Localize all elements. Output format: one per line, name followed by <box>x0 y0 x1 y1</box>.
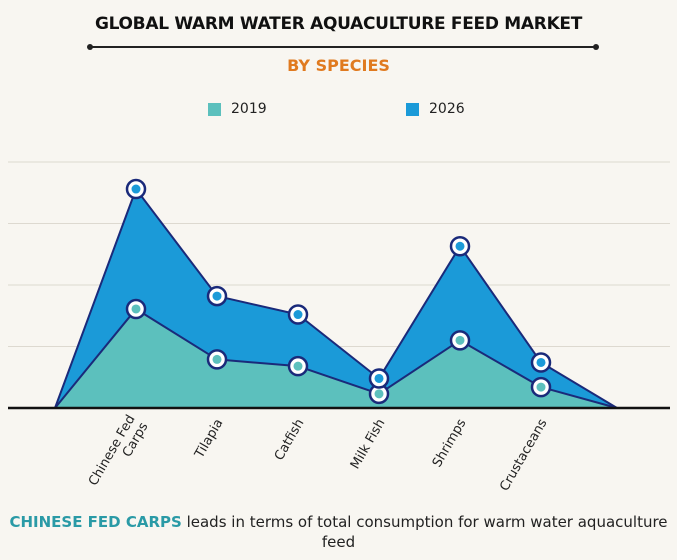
x-tick-label: Shrimps <box>430 416 470 470</box>
caption-highlight: CHINESE FED CARPS <box>9 513 182 531</box>
data-point-core-2026 <box>212 291 222 301</box>
x-tick-label: Tilapia <box>192 417 227 462</box>
chart-subtitle: BY SPECIES <box>287 56 390 75</box>
caption-text: leads in terms of total consumption for … <box>181 513 668 551</box>
data-point-core-2019 <box>212 354 222 364</box>
legend-swatch-2026 <box>406 102 419 116</box>
x-tick-label: Crustaceans <box>497 416 550 494</box>
legend-swatch-2019 <box>208 102 221 116</box>
data-point-core-2026 <box>293 310 303 320</box>
x-tick-label: Milk Fish <box>348 417 389 472</box>
data-point-core-2019 <box>374 389 384 399</box>
data-point-core-2019 <box>536 382 546 392</box>
legend-label-2019: 2019 <box>231 101 267 117</box>
caption: CHINESE FED CARPS leads in terms of tota… <box>0 512 677 552</box>
data-point-core-2026 <box>536 357 546 367</box>
legend-item-2019: 2019 <box>208 101 267 117</box>
data-point-core-2019 <box>131 304 141 314</box>
data-point-core-2026 <box>131 184 141 194</box>
data-point-core-2026 <box>455 241 465 251</box>
legend-item-2026: 2026 <box>406 101 465 117</box>
title-divider <box>87 44 599 50</box>
data-point-core-2026 <box>374 373 384 383</box>
legend-label-2026: 2026 <box>429 101 465 117</box>
x-tick-label: Catfish <box>272 417 308 464</box>
chart-title: GLOBAL WARM WATER AQUACULTURE FEED MARKE… <box>94 14 583 34</box>
data-point-core-2019 <box>293 361 303 371</box>
x-tick-label: Chinese FedCarps <box>86 412 152 496</box>
data-point-core-2019 <box>455 335 465 345</box>
